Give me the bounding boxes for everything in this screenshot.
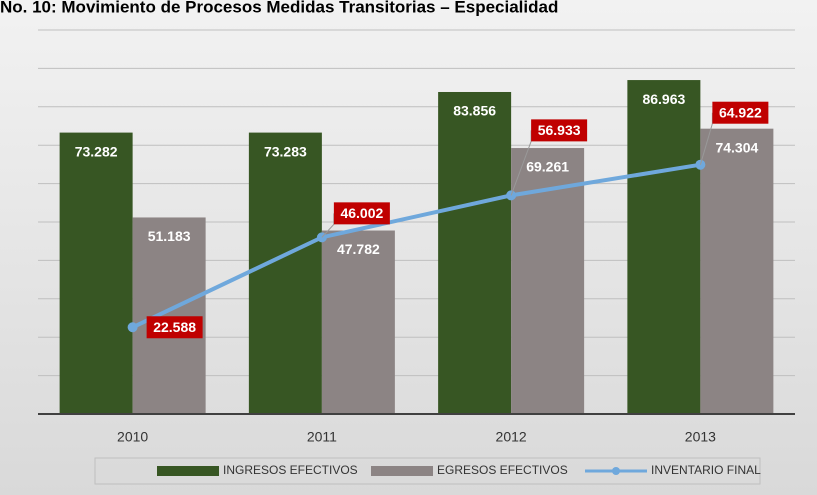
line-point [127, 322, 138, 333]
legend-label: INGRESOS EFECTIVOS [223, 463, 358, 477]
line-series [131, 162, 701, 330]
label-box [712, 101, 769, 124]
legend-swatch [371, 466, 433, 476]
data-label: 47.782 [337, 241, 380, 257]
legend-label: EGRESOS EFECTIVOS [437, 463, 568, 477]
data-label: 56.933 [538, 122, 581, 138]
bar [438, 91, 512, 415]
data-label: 74.304 [715, 139, 758, 155]
bar [627, 80, 701, 415]
bar [59, 132, 133, 415]
legend-swatch [157, 466, 219, 476]
data-label: 83.856 [453, 103, 496, 119]
x-tick-label: 2012 [496, 429, 527, 445]
x-tick-label: 2010 [117, 429, 148, 445]
label-box [531, 119, 588, 142]
label-box [333, 202, 390, 225]
data-label: 22.588 [153, 319, 196, 335]
data-label: 73.283 [264, 143, 307, 159]
data-label: 73.282 [75, 143, 118, 159]
bar [248, 132, 322, 415]
label-box [146, 316, 203, 339]
bar [321, 230, 395, 414]
chart-title: No. 10: Movimiento de Procesos Medidas T… [0, 0, 558, 16]
legend-dot [612, 467, 620, 475]
legend-box [94, 457, 761, 485]
data-label: 86.963 [642, 91, 685, 107]
bar [700, 128, 774, 414]
x-tick-label: 2011 [307, 429, 337, 445]
legend-label: INVENTARIO FINAL [651, 463, 761, 477]
data-label: 69.261 [526, 159, 569, 175]
data-label: 51.183 [148, 228, 191, 244]
data-label: 64.922 [719, 104, 762, 120]
x-tick-label: 2013 [685, 429, 716, 445]
bar [132, 217, 206, 414]
data-label: 46.002 [340, 205, 383, 221]
